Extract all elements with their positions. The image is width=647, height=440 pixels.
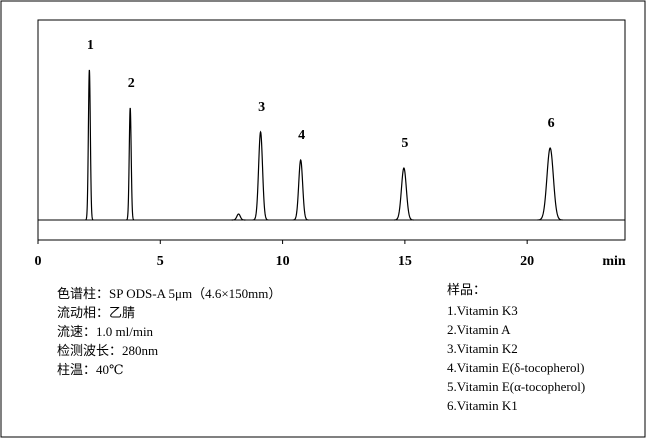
- peak: [252, 130, 269, 221]
- sample-line: 3.Vitamin K2: [447, 341, 518, 356]
- plot-frame: [37, 19, 626, 241]
- peak-label: 1: [87, 38, 94, 53]
- condition-line: 流速：1.0 ml/min: [57, 324, 154, 339]
- peak: [394, 167, 414, 221]
- condition-line: 色谱柱：SP ODS-A 5μm（4.6×150mm）: [57, 286, 281, 301]
- peak-label: 5: [401, 136, 408, 151]
- sample-line: 5.Vitamin E(α-tocopherol): [447, 379, 585, 394]
- x-axis-label: min: [602, 254, 626, 269]
- peak-label: 2: [128, 76, 135, 91]
- sample-line: 6.Vitamin K1: [447, 398, 518, 413]
- samples-title: 样品：: [447, 282, 486, 297]
- sample-line: 1.Vitamin K3: [447, 303, 518, 318]
- condition-line: 检测波长：280nm: [57, 343, 158, 358]
- peak-label: 6: [548, 116, 555, 131]
- condition-line: 柱温：40℃: [57, 362, 124, 377]
- x-tick-label: 5: [157, 254, 164, 269]
- peak: [537, 147, 563, 221]
- peak: [292, 158, 309, 221]
- sample-line: 4.Vitamin E(δ-tocopherol): [447, 360, 584, 375]
- x-tick-label: 20: [520, 254, 534, 269]
- x-tick-label: 15: [398, 254, 412, 269]
- peak: [231, 213, 246, 221]
- peak: [126, 107, 135, 221]
- sample-line: 2.Vitamin A: [447, 322, 511, 337]
- condition-line: 流动相：乙腈: [57, 305, 135, 320]
- x-tick-label: 10: [276, 254, 290, 269]
- peak-label: 3: [258, 100, 265, 115]
- peak-label: 4: [298, 128, 305, 143]
- peak: [85, 69, 94, 221]
- x-tick-label: 0: [35, 254, 42, 269]
